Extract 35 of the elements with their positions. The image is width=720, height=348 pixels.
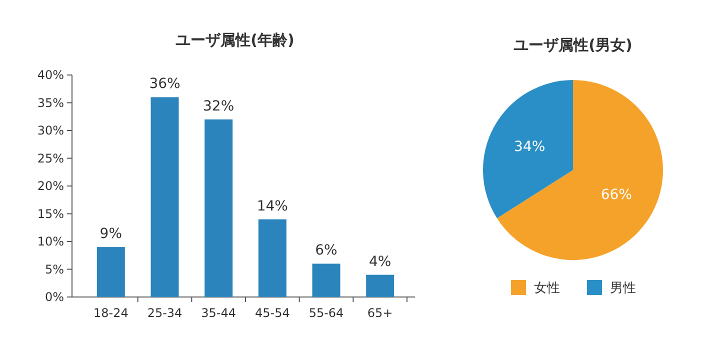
y-tick-label: 25%: [37, 151, 64, 166]
chart-title: ユーザ属性(年齢): [176, 31, 294, 49]
chart-title: ユーザ属性(男女): [514, 36, 632, 54]
y-tick-label: 30%: [37, 124, 64, 138]
x-tick-label: 65+: [367, 306, 393, 320]
x-tick-label: 18-24: [93, 306, 128, 320]
pie-slice: [483, 80, 573, 218]
x-tick-label: 25-34: [147, 306, 182, 320]
bar: [312, 264, 340, 297]
bar: [204, 119, 233, 297]
legend-label: 女性: [534, 281, 560, 296]
y-tick-label: 40%: [37, 68, 64, 82]
x-tick-label: 55-64: [308, 306, 344, 320]
data-label: 14%: [256, 198, 288, 214]
y-tick-label: 20%: [37, 179, 64, 193]
y-tick-label: 0%: [44, 290, 64, 304]
data-label: 66%: [600, 186, 632, 203]
data-label: 9%: [100, 226, 122, 242]
data-label: 36%: [149, 76, 180, 92]
bar: [258, 219, 286, 297]
y-tick-label: 10%: [37, 234, 64, 248]
bar: [150, 97, 179, 297]
data-label: 32%: [203, 98, 234, 114]
x-tick-label: 35-44: [201, 306, 236, 320]
y-tick-label: 15%: [37, 206, 64, 221]
x-tick-label: 45-54: [254, 306, 290, 320]
legend-label: 男性: [610, 281, 636, 296]
pie-slice: [497, 80, 663, 260]
y-tick-label: 5%: [44, 262, 64, 276]
data-label: 4%: [368, 254, 392, 270]
y-tick-label: 35%: [37, 96, 64, 110]
bar: [366, 274, 394, 297]
bar: [96, 247, 125, 297]
data-label: 6%: [315, 242, 338, 259]
data-label: 34%: [514, 139, 546, 156]
